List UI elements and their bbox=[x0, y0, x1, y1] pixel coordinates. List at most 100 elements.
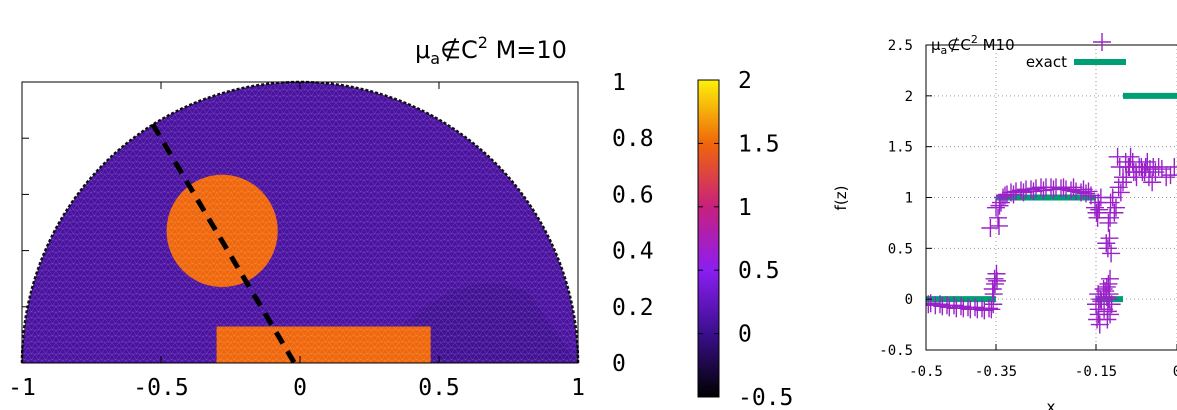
colorbar-ticks bbox=[698, 79, 719, 398]
colorbar-tick-label: 1 bbox=[738, 195, 752, 221]
series-reconstruction bbox=[926, 147, 1177, 334]
data-point bbox=[1064, 178, 1083, 197]
data-point bbox=[1044, 180, 1063, 199]
data-point bbox=[952, 297, 970, 316]
data-point bbox=[988, 271, 1006, 290]
colorbar-tick-labels: -0.5 0 0.5 1 1.5 2 bbox=[738, 68, 793, 410]
heatmap-panel: μa∉C2 M=10 -1 -0.5 0 0.5 1 0 0.2 0.4 0.6 0.8 1 -0… bbox=[8, 33, 793, 410]
y-tick-label: 1 bbox=[905, 191, 913, 207]
y-tick-label: 0.5 bbox=[888, 241, 913, 257]
cut-line bbox=[150, 122, 297, 365]
data-point bbox=[1101, 193, 1120, 212]
data-point bbox=[994, 188, 1012, 207]
data-point bbox=[1101, 305, 1120, 324]
y-tick-label: 1 bbox=[612, 70, 626, 96]
data-point bbox=[1022, 180, 1040, 199]
line-profile-panel: -0.5-0.35-0.150 -0.500.511.522.5 f(z) x … bbox=[832, 33, 1177, 410]
series-exact bbox=[926, 92, 1177, 303]
x-tick-label: -0.5 bbox=[909, 364, 943, 380]
data-point bbox=[1052, 179, 1070, 198]
heatmap-y-tick-labels: 0 0.2 0.4 0.6 0.8 1 bbox=[612, 70, 654, 377]
data-point bbox=[1101, 269, 1120, 288]
y-tick-label: 0.6 bbox=[612, 182, 654, 208]
data-point bbox=[1127, 168, 1146, 187]
x-tick-label: 1 bbox=[571, 375, 585, 401]
data-point bbox=[1135, 163, 1154, 182]
y-tick-label: 0.8 bbox=[612, 126, 654, 152]
data-point bbox=[1014, 183, 1033, 202]
colorbar-tick-label: 1.5 bbox=[738, 131, 780, 157]
y-axis-label: f(z) bbox=[832, 186, 850, 211]
data-point bbox=[1141, 160, 1159, 179]
data-point bbox=[1157, 168, 1176, 187]
y-tick-label: -0.5 bbox=[879, 343, 913, 359]
heatmap-domain bbox=[22, 82, 578, 363]
y-tick-label: 0.2 bbox=[612, 295, 654, 321]
legend-marker-plus bbox=[1093, 33, 1111, 51]
x-tick-label: 0.5 bbox=[418, 375, 460, 401]
data-point bbox=[1090, 315, 1109, 334]
data-point bbox=[1100, 285, 1119, 304]
data-point bbox=[983, 280, 1002, 298]
y-tick-label: 1.5 bbox=[888, 140, 913, 156]
data-point bbox=[1103, 188, 1122, 207]
legend: μa∉C2 M10 exact bbox=[931, 33, 1126, 71]
x-axis-label: x bbox=[1047, 398, 1056, 410]
data-point bbox=[931, 295, 949, 314]
data-point bbox=[982, 300, 1001, 319]
data-point bbox=[987, 198, 1005, 217]
colorbar bbox=[697, 79, 720, 398]
legend-plus-glyph bbox=[1093, 33, 1111, 51]
data-point bbox=[1074, 180, 1093, 199]
x-tick-label: -0.15 bbox=[1075, 364, 1117, 380]
data-point bbox=[1099, 274, 1118, 293]
data-point bbox=[985, 269, 1004, 288]
data-point bbox=[1102, 295, 1121, 314]
heatmap-ticks bbox=[21, 81, 579, 364]
data-point bbox=[966, 298, 984, 317]
colorbar-tick-label: 2 bbox=[738, 68, 752, 94]
data-point bbox=[1079, 182, 1098, 201]
heatmap-x-tick-labels: -1 -0.5 0 0.5 1 bbox=[8, 375, 585, 401]
data-point bbox=[1165, 158, 1177, 176]
profile-data bbox=[926, 92, 1177, 334]
data-point bbox=[1034, 181, 1053, 200]
profile-x-tick-labels: -0.5 -0.35 -0.15 0 bbox=[909, 364, 1177, 380]
profile-y-tick-labels: -0.5 0 0.5 1 1.5 2 2.5 bbox=[879, 38, 913, 359]
data-point bbox=[1027, 179, 1045, 198]
data-point bbox=[1098, 302, 1117, 321]
domain-boundary bbox=[20, 80, 580, 364]
data-point bbox=[989, 208, 1007, 227]
data-point bbox=[1062, 181, 1080, 200]
data-point bbox=[1004, 185, 1023, 204]
data-point bbox=[1097, 234, 1116, 253]
data-point bbox=[1106, 198, 1125, 217]
data-point bbox=[1024, 182, 1043, 201]
colorbar-tick-label: -0.5 bbox=[738, 385, 793, 410]
colorbar-tick-label: 0.5 bbox=[738, 258, 780, 284]
profile-ticks bbox=[925, 44, 1177, 351]
data-point bbox=[1099, 213, 1118, 232]
data-point bbox=[1144, 158, 1163, 176]
x-tick-label: -1 bbox=[8, 375, 36, 401]
data-point bbox=[1097, 288, 1116, 307]
data-point bbox=[1116, 152, 1135, 171]
data-point bbox=[945, 296, 963, 315]
data-point bbox=[1007, 182, 1025, 201]
data-point bbox=[990, 216, 1008, 235]
legend-label-reconstruction: μa∉C2 M10 bbox=[931, 33, 1015, 57]
x-tick-label: 0 bbox=[1173, 364, 1177, 380]
data-point bbox=[980, 299, 998, 318]
x-tick-label: -0.35 bbox=[975, 364, 1017, 380]
data-point bbox=[990, 196, 1009, 215]
data-point bbox=[1100, 229, 1119, 248]
data-point bbox=[1102, 244, 1121, 263]
y-tick-label: 0 bbox=[905, 292, 913, 308]
y-tick-label: 2 bbox=[905, 89, 913, 105]
colorbar-tick-label: 0 bbox=[738, 322, 752, 348]
y-tick-label: 0.4 bbox=[612, 239, 654, 265]
data-point bbox=[1111, 183, 1130, 202]
data-point bbox=[1143, 173, 1162, 192]
data-point bbox=[1086, 198, 1104, 217]
